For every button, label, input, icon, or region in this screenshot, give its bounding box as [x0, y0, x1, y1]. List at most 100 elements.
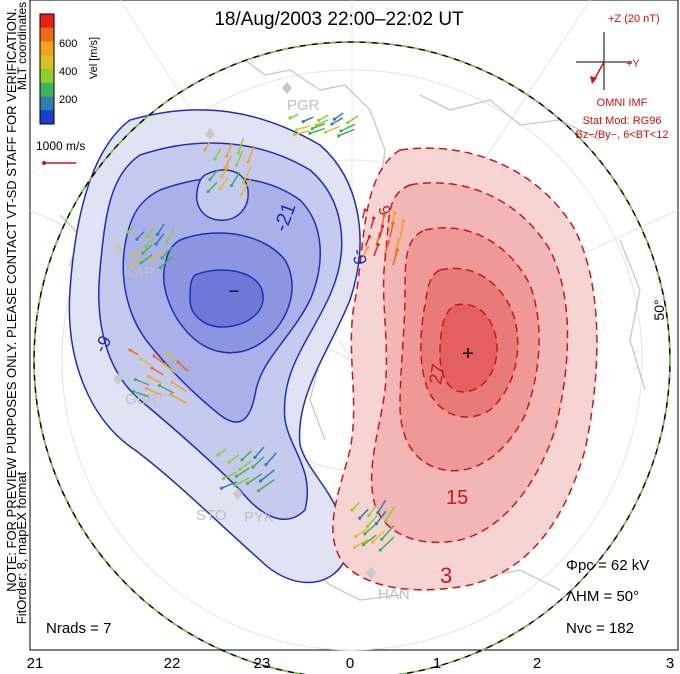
- station-label-pyk: PYK: [244, 509, 274, 526]
- velocity-vector-origin: [363, 208, 367, 212]
- mlt-tick-22: 22: [164, 655, 181, 672]
- velocity-vector: [338, 128, 355, 137]
- radar-stations: PGR KAP GBR STO PYK HAN: [113, 82, 410, 603]
- velocity-vector: [219, 176, 229, 189]
- velocity-vector-origin: [363, 532, 367, 536]
- velocity-vector: [399, 220, 405, 238]
- velocity-vector: [354, 538, 369, 548]
- velocity-vector-origin: [145, 235, 149, 239]
- velocity-vector-origin: [301, 120, 305, 124]
- velocity-vector: [340, 123, 356, 132]
- velocity-vector: [164, 364, 177, 374]
- velocity-vector-origin: [146, 374, 151, 379]
- station-marker-north: [205, 128, 215, 140]
- velocity-vector-origin: [139, 357, 143, 361]
- velocity-vector: [204, 141, 211, 151]
- velocity-vector: [381, 525, 395, 540]
- velocity-vector: [237, 138, 245, 154]
- imf-model-line2: Bz−/By−, 6<BT<12: [576, 129, 669, 141]
- velocity-vector: [372, 529, 386, 543]
- positive-potential-cell: [332, 147, 598, 591]
- velocity-vector-origin: [367, 513, 371, 518]
- velocity-vector: [221, 164, 230, 177]
- velocity-vector: [207, 181, 218, 193]
- velocity-vector: [225, 143, 233, 157]
- station-marker-pgr: [282, 82, 292, 94]
- velocity-vector: [394, 239, 400, 255]
- velocity-vector-origin: [395, 248, 399, 252]
- colorbar-segment: [40, 55, 54, 70]
- velocity-vector-origin: [339, 129, 343, 133]
- stat-lambda-hm: ΛHM = 50°: [566, 588, 639, 605]
- velocity-vector-origin: [129, 263, 133, 267]
- mlt-tick-2: 2: [533, 655, 541, 672]
- negative-potential-cell: [68, 109, 361, 584]
- map-title: 18/Aug/2003 22:00–22:02 UT: [214, 9, 464, 30]
- colorbar-tick-600: 600: [59, 38, 77, 50]
- imf-clock: +Z (20 nT) +Y OMNI IMF Stat Mod: RG96 Bz…: [576, 13, 669, 141]
- velocity-vector: [363, 534, 377, 546]
- imf-vector-head: [590, 76, 597, 84]
- velocity-vector: [318, 114, 329, 122]
- velocity-vector-origin: [323, 130, 327, 134]
- velocity-vector-origin: [381, 224, 385, 228]
- colorbar-tick-400: 400: [59, 66, 77, 78]
- velocity-vector-origin: [236, 151, 240, 155]
- velocity-vector-origin: [126, 230, 130, 234]
- velocity-vector-origin: [378, 548, 382, 552]
- colorbar-segment: [40, 27, 54, 42]
- velocity-vector-origin: [133, 377, 138, 382]
- velocity-vector-origin: [253, 455, 257, 459]
- velocity-vector-origin: [223, 166, 227, 170]
- velocity-vector: [240, 178, 252, 195]
- velocity-vector: [217, 448, 227, 456]
- stat-n-vc: Nvc = 182: [566, 620, 634, 637]
- velocity-vector: [129, 349, 139, 356]
- velocity-vector-origin: [160, 256, 164, 260]
- velocity-vector-origin: [251, 465, 255, 469]
- velocity-vector-origin: [240, 458, 244, 462]
- velocity-vector: [214, 148, 222, 160]
- velocity-vector: [165, 229, 175, 243]
- velocity-vector: [258, 479, 275, 492]
- velocity-vector-origin: [221, 477, 226, 481]
- velocity-vector: [296, 125, 311, 131]
- velocity-vector: [135, 378, 150, 386]
- velocity-vector-origin: [245, 481, 250, 485]
- velocity-vector-origin: [154, 242, 158, 246]
- velocity-vector-origin: [139, 261, 143, 265]
- velocity-vector-origin: [239, 192, 244, 197]
- imf-vector: [593, 61, 605, 81]
- velocity-vector-origin: [382, 213, 386, 217]
- velocity-vector: [265, 452, 277, 466]
- velocity-vector: [151, 367, 164, 376]
- velocity-vector: [333, 112, 344, 120]
- velocity-vector-origin: [314, 123, 318, 127]
- velocity-vector: [311, 122, 326, 130]
- velocity-vector-origin: [374, 521, 379, 526]
- velocity-vector: [362, 247, 369, 257]
- velocity-vector-origin: [376, 511, 380, 515]
- velocity-vector-origin: [141, 251, 145, 255]
- velocity-vector-origin: [376, 243, 380, 247]
- mlt-coordinates-text: MLT coordinates: [15, 2, 29, 90]
- velocity-vector-origin: [352, 545, 357, 549]
- velocity-vector: [351, 502, 360, 511]
- velocity-vector-origin: [380, 537, 384, 541]
- velocity-vector: [316, 119, 329, 126]
- velocity-vector: [239, 460, 252, 470]
- velocity-vector-origin: [220, 174, 224, 179]
- velocity-vector: [260, 469, 275, 482]
- velocity-vector-origin: [354, 534, 358, 539]
- potential-min-marker: −: [229, 281, 240, 301]
- velocity-vector-origin: [144, 386, 149, 391]
- imf-model-line1: Stat Mod: RG96: [583, 115, 662, 127]
- velocity-vector: [221, 481, 238, 489]
- velocity-vector-origin: [330, 122, 334, 126]
- velocity-vector-origin: [234, 163, 239, 167]
- velocity-vector-origin: [135, 237, 139, 241]
- velocity-vector-origin: [163, 363, 167, 367]
- velocity-vector-origin: [208, 177, 212, 182]
- velocity-vector-origin: [350, 508, 354, 512]
